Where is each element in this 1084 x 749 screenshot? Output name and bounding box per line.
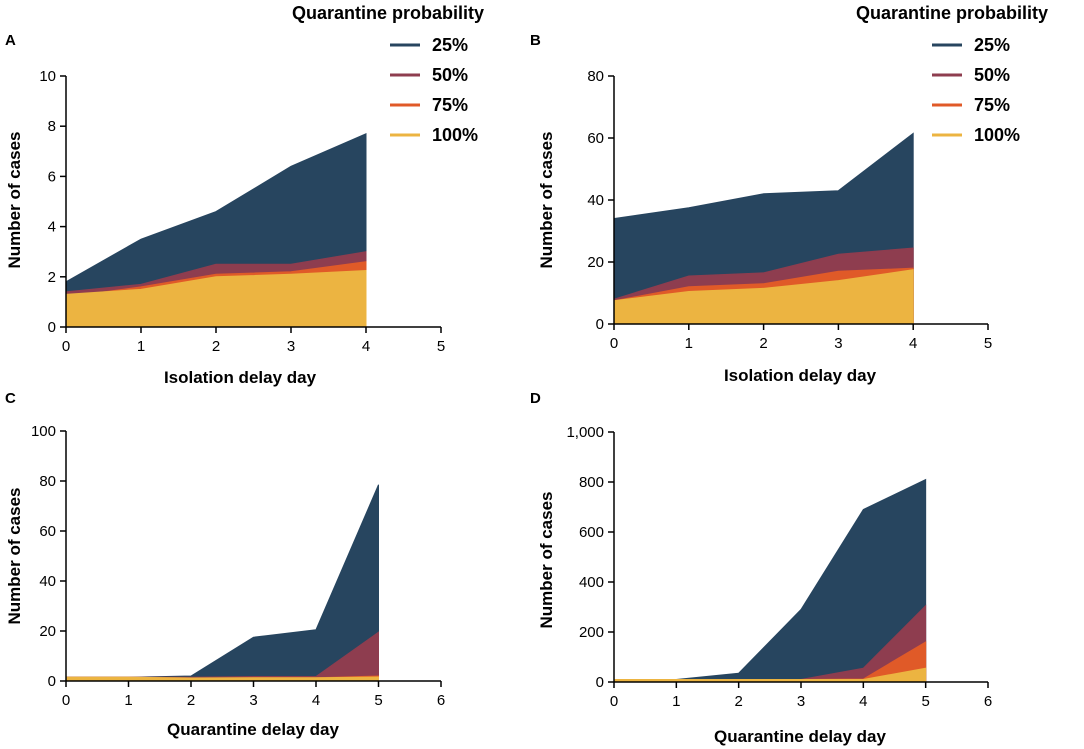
x-tick-label: 1 [672,693,680,710]
x-tick-label: 5 [374,692,382,709]
panel-letter: D [530,390,541,407]
x-tick-label: 4 [312,692,320,709]
legend-label-25: 25% [432,35,468,55]
x-tick-label: 6 [437,692,445,709]
y-tick-label: 60 [39,523,56,540]
x-tick-label: 6 [984,693,992,710]
y-axis-label: Number of cases [5,488,24,625]
y-axis-label: Number of cases [537,492,556,629]
legend-label-50: 50% [974,65,1010,85]
x-tick-label: 3 [834,335,842,352]
y-tick-label: 0 [596,316,604,333]
legend-title: Quarantine probability [292,3,484,23]
y-tick-label: 600 [579,524,604,541]
x-tick-label: 1 [124,692,132,709]
y-tick-label: 0 [596,674,604,691]
area-series-25 [65,484,379,682]
y-tick-label: 60 [587,130,604,147]
axes: 0 1 2 3 4 5 6 0 200 400 600 800 1,000 [566,424,992,710]
x-tick-label: 0 [62,338,70,355]
chart-panel-a: A 0 1 2 3 4 5 0 2 4 6 8 10 Isolation delay day Numb… [5,32,445,387]
y-tick-label: 800 [579,474,604,491]
y-tick-label: 0 [48,319,56,336]
x-tick-label: 0 [62,692,70,709]
y-tick-label: 80 [587,68,604,85]
panel-letter: A [5,32,16,49]
x-tick-label: 2 [187,692,195,709]
legend-label-50: 50% [432,65,468,85]
y-tick-label: 40 [39,573,56,590]
legend-title: Quarantine probability [856,3,1048,23]
y-axis-label: Number of cases [537,132,556,269]
y-tick-label: 100 [31,423,56,440]
axes: 0 1 2 3 4 5 0 20 40 60 80 [587,68,992,352]
x-axis-label: Quarantine delay day [167,720,339,739]
x-tick-label: 1 [137,338,145,355]
y-tick-label: 400 [579,574,604,591]
area-series-100 [613,269,914,325]
y-tick-label: 200 [579,624,604,641]
x-tick-label: 3 [287,338,295,355]
y-tick-label: 4 [48,219,56,236]
chart-panel-d: D 0 1 2 3 4 5 6 0 200 400 600 800 1,000 Quarantine d… [530,390,992,746]
x-tick-label: 0 [610,335,618,352]
y-tick-label: 80 [39,473,56,490]
chart-panel-b: B 0 1 2 3 4 5 0 20 40 60 80 Isolation delay day Nu… [530,32,992,385]
legend-label-100: 100% [974,125,1020,145]
x-tick-label: 4 [859,693,867,710]
x-tick-label: 1 [685,335,693,352]
x-axis-label: Quarantine delay day [714,727,886,746]
x-tick-label: 5 [984,335,992,352]
x-tick-label: 2 [759,335,767,352]
area-series-100 [613,667,927,683]
x-axis-label: Isolation delay day [164,368,317,387]
x-tick-label: 0 [610,693,618,710]
x-tick-label: 4 [909,335,917,352]
area-layers [613,478,927,683]
y-axis-label: Number of cases [5,132,24,269]
x-tick-label: 5 [437,338,445,355]
x-tick-label: 2 [212,338,220,355]
area-layers [65,484,379,682]
legend-right: Quarantine probability 25% 50% 75% 100% [856,3,1048,145]
y-tick-label: 0 [48,673,56,690]
legend-label-25: 25% [974,35,1010,55]
legend-left: Quarantine probability 25% 50% 75% 100% [292,3,484,145]
legend-label-75: 75% [432,95,468,115]
legend-label-75: 75% [974,95,1010,115]
area-layers [613,132,914,325]
area-series-100 [65,269,367,328]
x-axis-label: Isolation delay day [724,366,877,385]
y-tick-label: 2 [48,269,56,286]
axes: 0 1 2 3 4 5 0 2 4 6 8 10 [39,68,445,355]
area-layers [65,132,367,328]
x-tick-label: 4 [362,338,370,355]
x-tick-label: 3 [249,692,257,709]
y-tick-label: 40 [587,192,604,209]
x-tick-label: 5 [921,693,929,710]
x-tick-label: 3 [797,693,805,710]
area-series-100 [65,676,379,682]
y-tick-label: 10 [39,68,56,85]
x-tick-label: 2 [734,693,742,710]
y-tick-label: 8 [48,118,56,135]
panel-letter: B [530,32,541,49]
area-series-25 [613,478,927,683]
y-tick-label: 20 [587,254,604,271]
panel-letter: C [5,390,16,407]
legend-label-100: 100% [432,125,478,145]
y-tick-label: 6 [48,168,56,185]
y-tick-label: 1,000 [566,424,604,441]
y-tick-label: 20 [39,623,56,640]
